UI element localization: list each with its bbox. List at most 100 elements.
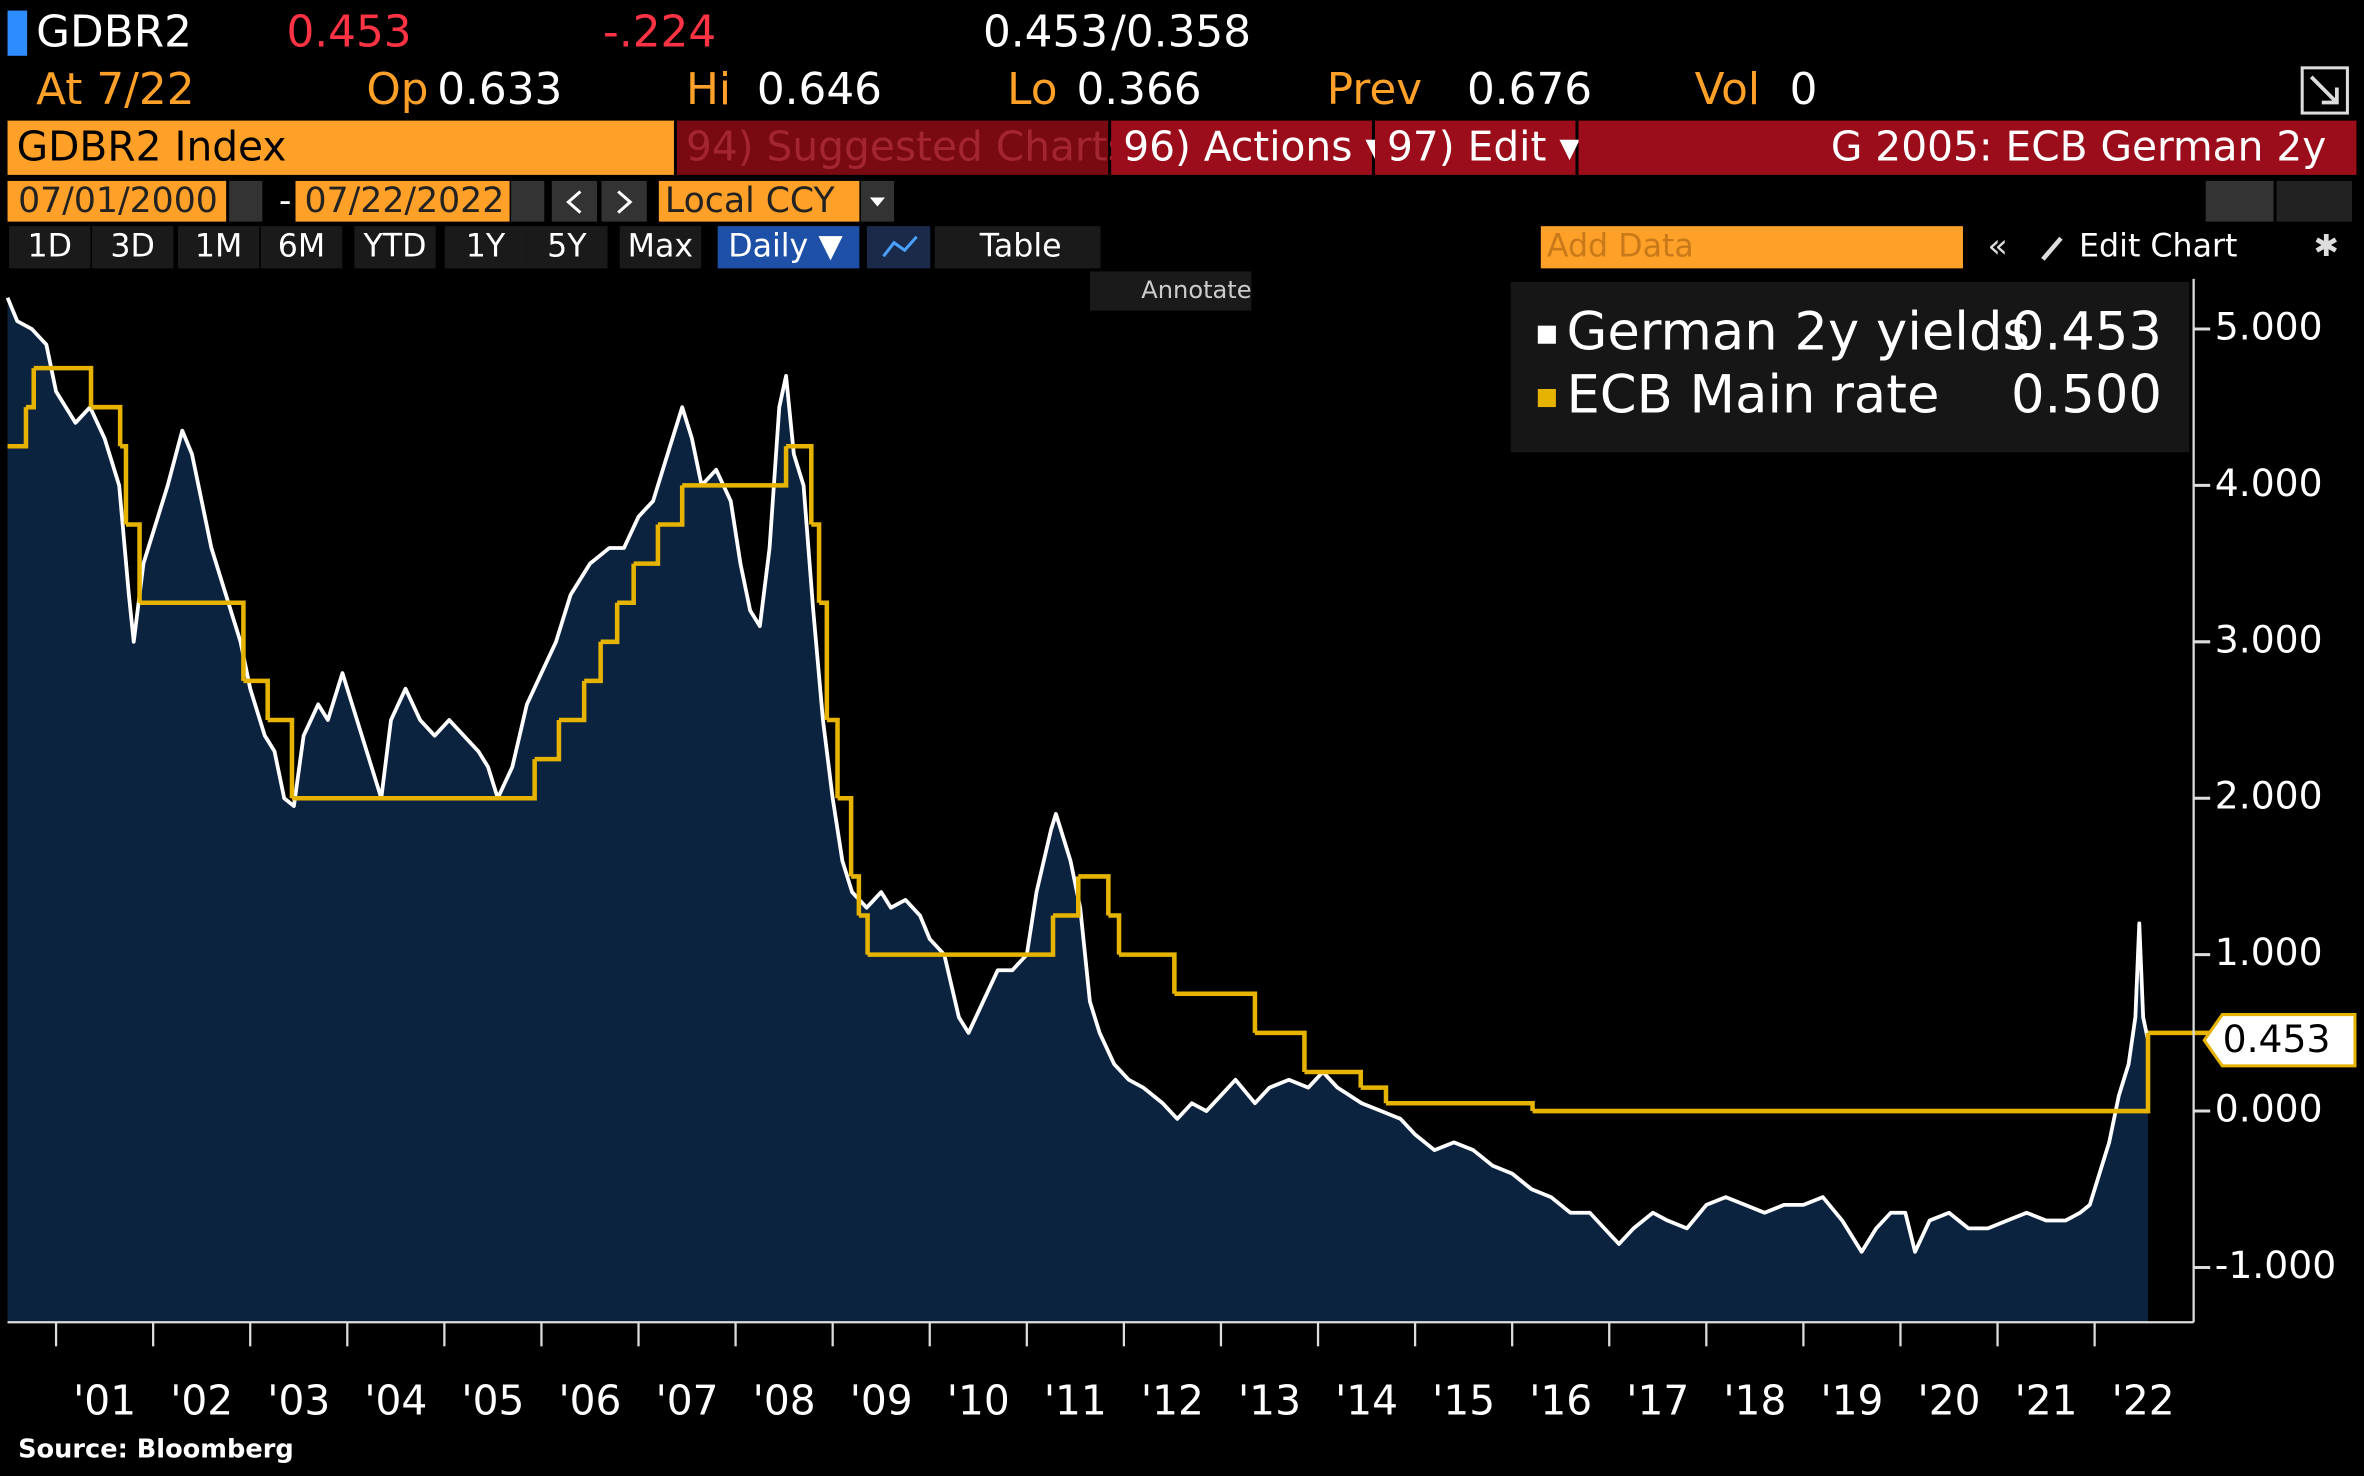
rate-step — [600, 602, 620, 645]
low-label: Lo — [1007, 64, 1057, 115]
plot-area: 5.000 4.000 3.000 2.000 1.000 0.000 -1.000 '01 '… — [5, 278, 2357, 1425]
redo-button[interactable] — [2276, 180, 2352, 222]
security: GDBR2 Index — [17, 122, 287, 170]
undo-button[interactable] — [2205, 180, 2274, 222]
x-tick-label: '11 — [1044, 1377, 1107, 1425]
period-button[interactable] — [91, 226, 174, 269]
edit-chart[interactable]: Edit Chart — [2079, 228, 2237, 264]
x-tick-label: '19 — [1820, 1377, 1883, 1425]
security-box[interactable] — [7, 120, 674, 175]
rate-step — [1385, 1100, 1535, 1112]
frequency: Daily ▼ — [728, 228, 843, 264]
rate-step — [267, 717, 295, 799]
chart-name-bar — [1578, 120, 2357, 175]
x-tick-label: '08 — [753, 1377, 816, 1425]
rate-step — [851, 874, 862, 916]
settings-icon[interactable]: ✱ — [2314, 229, 2339, 264]
calendar-icon[interactable] — [511, 180, 545, 222]
prev-arrow — [566, 190, 582, 214]
annotate-button[interactable] — [1090, 271, 1252, 311]
yield-line — [5, 296, 2150, 1254]
rate-step — [534, 720, 562, 762]
period-label: 3D — [110, 228, 155, 264]
y-tick-label: 4.000 — [2215, 461, 2323, 505]
bid: 0.453 — [983, 7, 1108, 58]
end-date-box[interactable] — [295, 180, 510, 222]
source: Source: Bloomberg — [18, 1434, 294, 1464]
currency-box[interactable] — [658, 180, 860, 222]
prev-button[interactable] — [551, 180, 598, 222]
actions-button[interactable] — [1111, 120, 1372, 175]
open-value: 0.633 — [437, 64, 562, 115]
dropdown-arrow — [869, 197, 885, 207]
add-data: Add Data — [1547, 228, 1694, 264]
period-label: 1Y — [466, 228, 506, 264]
x-tick-label: '17 — [1626, 1377, 1689, 1425]
calendar-icon[interactable] — [229, 180, 263, 222]
period-button[interactable] — [619, 226, 702, 269]
rate-step — [125, 522, 142, 603]
rate-step — [826, 717, 840, 799]
price-tag — [2202, 1013, 2357, 1068]
actions-label: 96) Actions ▾ — [1123, 122, 1386, 170]
period-button[interactable] — [260, 226, 343, 269]
edit-button[interactable] — [1374, 120, 1576, 175]
rate-step — [657, 485, 685, 527]
x-tick-label: '09 — [850, 1377, 913, 1425]
line-chart-icon — [882, 235, 918, 258]
suggested-button[interactable] — [676, 120, 1109, 175]
rate-step — [1254, 1030, 1307, 1072]
x-tick-label: '14 — [1335, 1377, 1398, 1425]
legend-name: German 2y yields — [1566, 301, 2029, 362]
rate-step — [858, 913, 870, 955]
period-button[interactable] — [354, 226, 436, 269]
rate-step — [786, 444, 814, 525]
collapse-icon[interactable]: « — [1987, 226, 2007, 265]
rate-step — [1119, 952, 1177, 994]
next-arrow — [617, 190, 633, 214]
period-label: YTD — [362, 228, 426, 264]
x-tick-label: '10 — [947, 1377, 1010, 1425]
rate-step — [819, 600, 830, 721]
rate-step — [811, 522, 822, 603]
y-tick-label: 0.000 — [2215, 1087, 2323, 1131]
period-label: 6M — [278, 228, 325, 264]
period-label: 5Y — [547, 228, 587, 264]
rate-step — [1532, 1032, 2151, 1114]
period-button[interactable] — [444, 226, 527, 269]
rate-step — [617, 563, 636, 605]
start-date: 07/01/2000 — [18, 181, 218, 221]
rate-step — [1174, 991, 1258, 1033]
x-tick-label: '07 — [656, 1377, 719, 1425]
x-tick-label: '22 — [2112, 1377, 2175, 1425]
currency: Local CCY — [665, 181, 836, 221]
end-date: 07/22/2022 — [305, 181, 505, 221]
add-data-box[interactable] — [1540, 226, 1963, 269]
legend-value: 0.500 — [2011, 365, 2162, 426]
start-date-box[interactable] — [7, 180, 227, 222]
x-tick-label: '21 — [2015, 1377, 2078, 1425]
next-button[interactable] — [601, 180, 647, 222]
x-tick-label: '13 — [1238, 1377, 1301, 1425]
rate-step — [7, 407, 29, 449]
rate-step — [25, 368, 37, 410]
y-tick-label: 2.000 — [2215, 774, 2323, 818]
popout-frame — [2300, 66, 2349, 115]
table-label: Table — [979, 228, 1062, 264]
rate-step — [1053, 876, 1081, 918]
popout-arrow — [2309, 75, 2339, 105]
ticker: GDBR2 — [36, 7, 192, 58]
rate-step — [584, 641, 603, 684]
period-button[interactable] — [177, 226, 260, 269]
y-tick-label: 5.000 — [2215, 304, 2323, 348]
frequency-button[interactable] — [717, 226, 860, 269]
period-button[interactable] — [9, 226, 91, 269]
rate-step — [1108, 913, 1122, 955]
x-tick-label: '02 — [170, 1377, 233, 1425]
rate-step — [33, 365, 94, 408]
popout-icon[interactable] — [2300, 66, 2349, 115]
table-button[interactable] — [934, 226, 1101, 269]
y-tick-label: -1.000 — [2215, 1243, 2337, 1287]
period-button[interactable] — [526, 226, 608, 269]
